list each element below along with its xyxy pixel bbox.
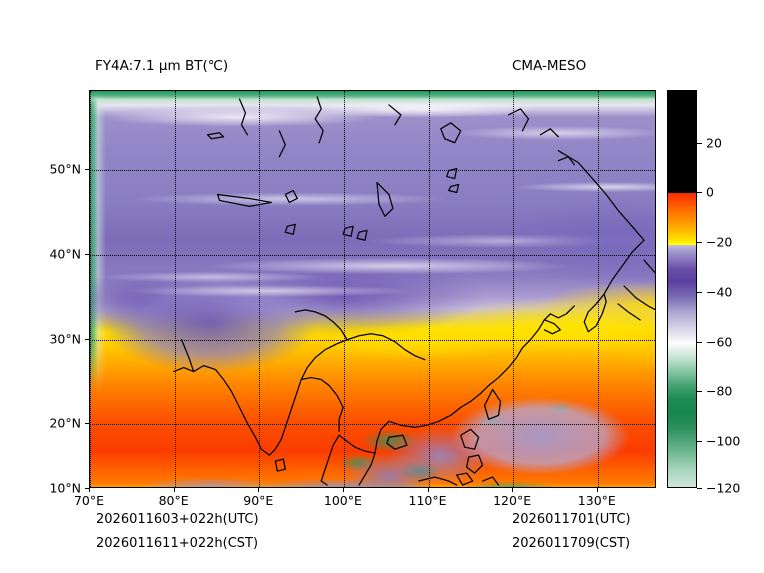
xtick-90: [258, 488, 260, 492]
south-margin-cold-tops: [90, 91, 655, 487]
ytick-30: [85, 338, 89, 340]
cbtick-label-m120: −120: [706, 480, 741, 495]
cbtick-m60: [697, 341, 702, 343]
map-raster: [90, 91, 655, 487]
ytick-label-20: 20°N: [49, 415, 81, 431]
page-title: FY4A:7.1 μm BT(℃): [95, 58, 229, 74]
cbtick-0: [697, 192, 702, 194]
footer-valid-utc: 2026011701(UTC): [512, 512, 631, 527]
model-label: CMA-MESO: [512, 58, 587, 74]
cbtick-m20: [697, 242, 702, 244]
cbtick-label-0: 0: [706, 184, 714, 200]
xtick-label-80: 80°E: [158, 493, 189, 508]
xtick-130: [596, 488, 598, 492]
colorbar[interactable]: [667, 90, 697, 488]
cbtick-m40: [697, 291, 702, 293]
xtick-80: [173, 488, 175, 492]
ytick-50: [85, 169, 89, 171]
cbtick-label-m20: −20: [706, 234, 733, 250]
footer-init-utc: 2026011603+022h(UTC): [96, 512, 259, 527]
ytick-label-10: 10°N: [49, 480, 81, 496]
satellite-map[interactable]: [89, 90, 656, 488]
xtick-70: [89, 488, 90, 492]
coastline-overlay: [173, 96, 655, 486]
cbtick-label-20: 20: [706, 135, 722, 151]
cbtick-label-m40: −40: [706, 284, 733, 300]
xtick-label-90: 90°E: [243, 493, 274, 508]
xtick-label-70: 70°E: [73, 493, 105, 508]
cbtick-m100: [697, 440, 702, 442]
ytick-10: [85, 487, 89, 489]
ytick-label-40: 40°N: [49, 246, 81, 262]
ytick-label-30: 30°N: [49, 331, 81, 346]
xtick-110: [427, 488, 429, 492]
cbtick-label-m80: −80: [706, 383, 733, 399]
cbtick-m120: [697, 487, 702, 489]
xtick-label-110: 110°E: [408, 493, 447, 508]
xtick-120: [512, 488, 514, 492]
cbtick-label-m100: −100: [706, 433, 741, 449]
ytick-label-50: 50°N: [49, 161, 81, 177]
cbtick-m80: [697, 391, 702, 393]
footer-init-cst: 2026011611+022h(CST): [96, 536, 259, 551]
xtick-label-120: 120°E: [493, 493, 532, 508]
footer-valid-cst: 2026011709(CST): [512, 536, 631, 551]
ytick-20: [85, 423, 89, 425]
xtick-label-100: 100°E: [323, 493, 362, 508]
xtick-100: [342, 488, 344, 492]
cbtick-20: [697, 142, 702, 144]
xtick-label-130: 130°E: [577, 493, 616, 508]
cbtick-label-m60: −60: [706, 334, 733, 349]
ytick-40: [85, 253, 89, 255]
